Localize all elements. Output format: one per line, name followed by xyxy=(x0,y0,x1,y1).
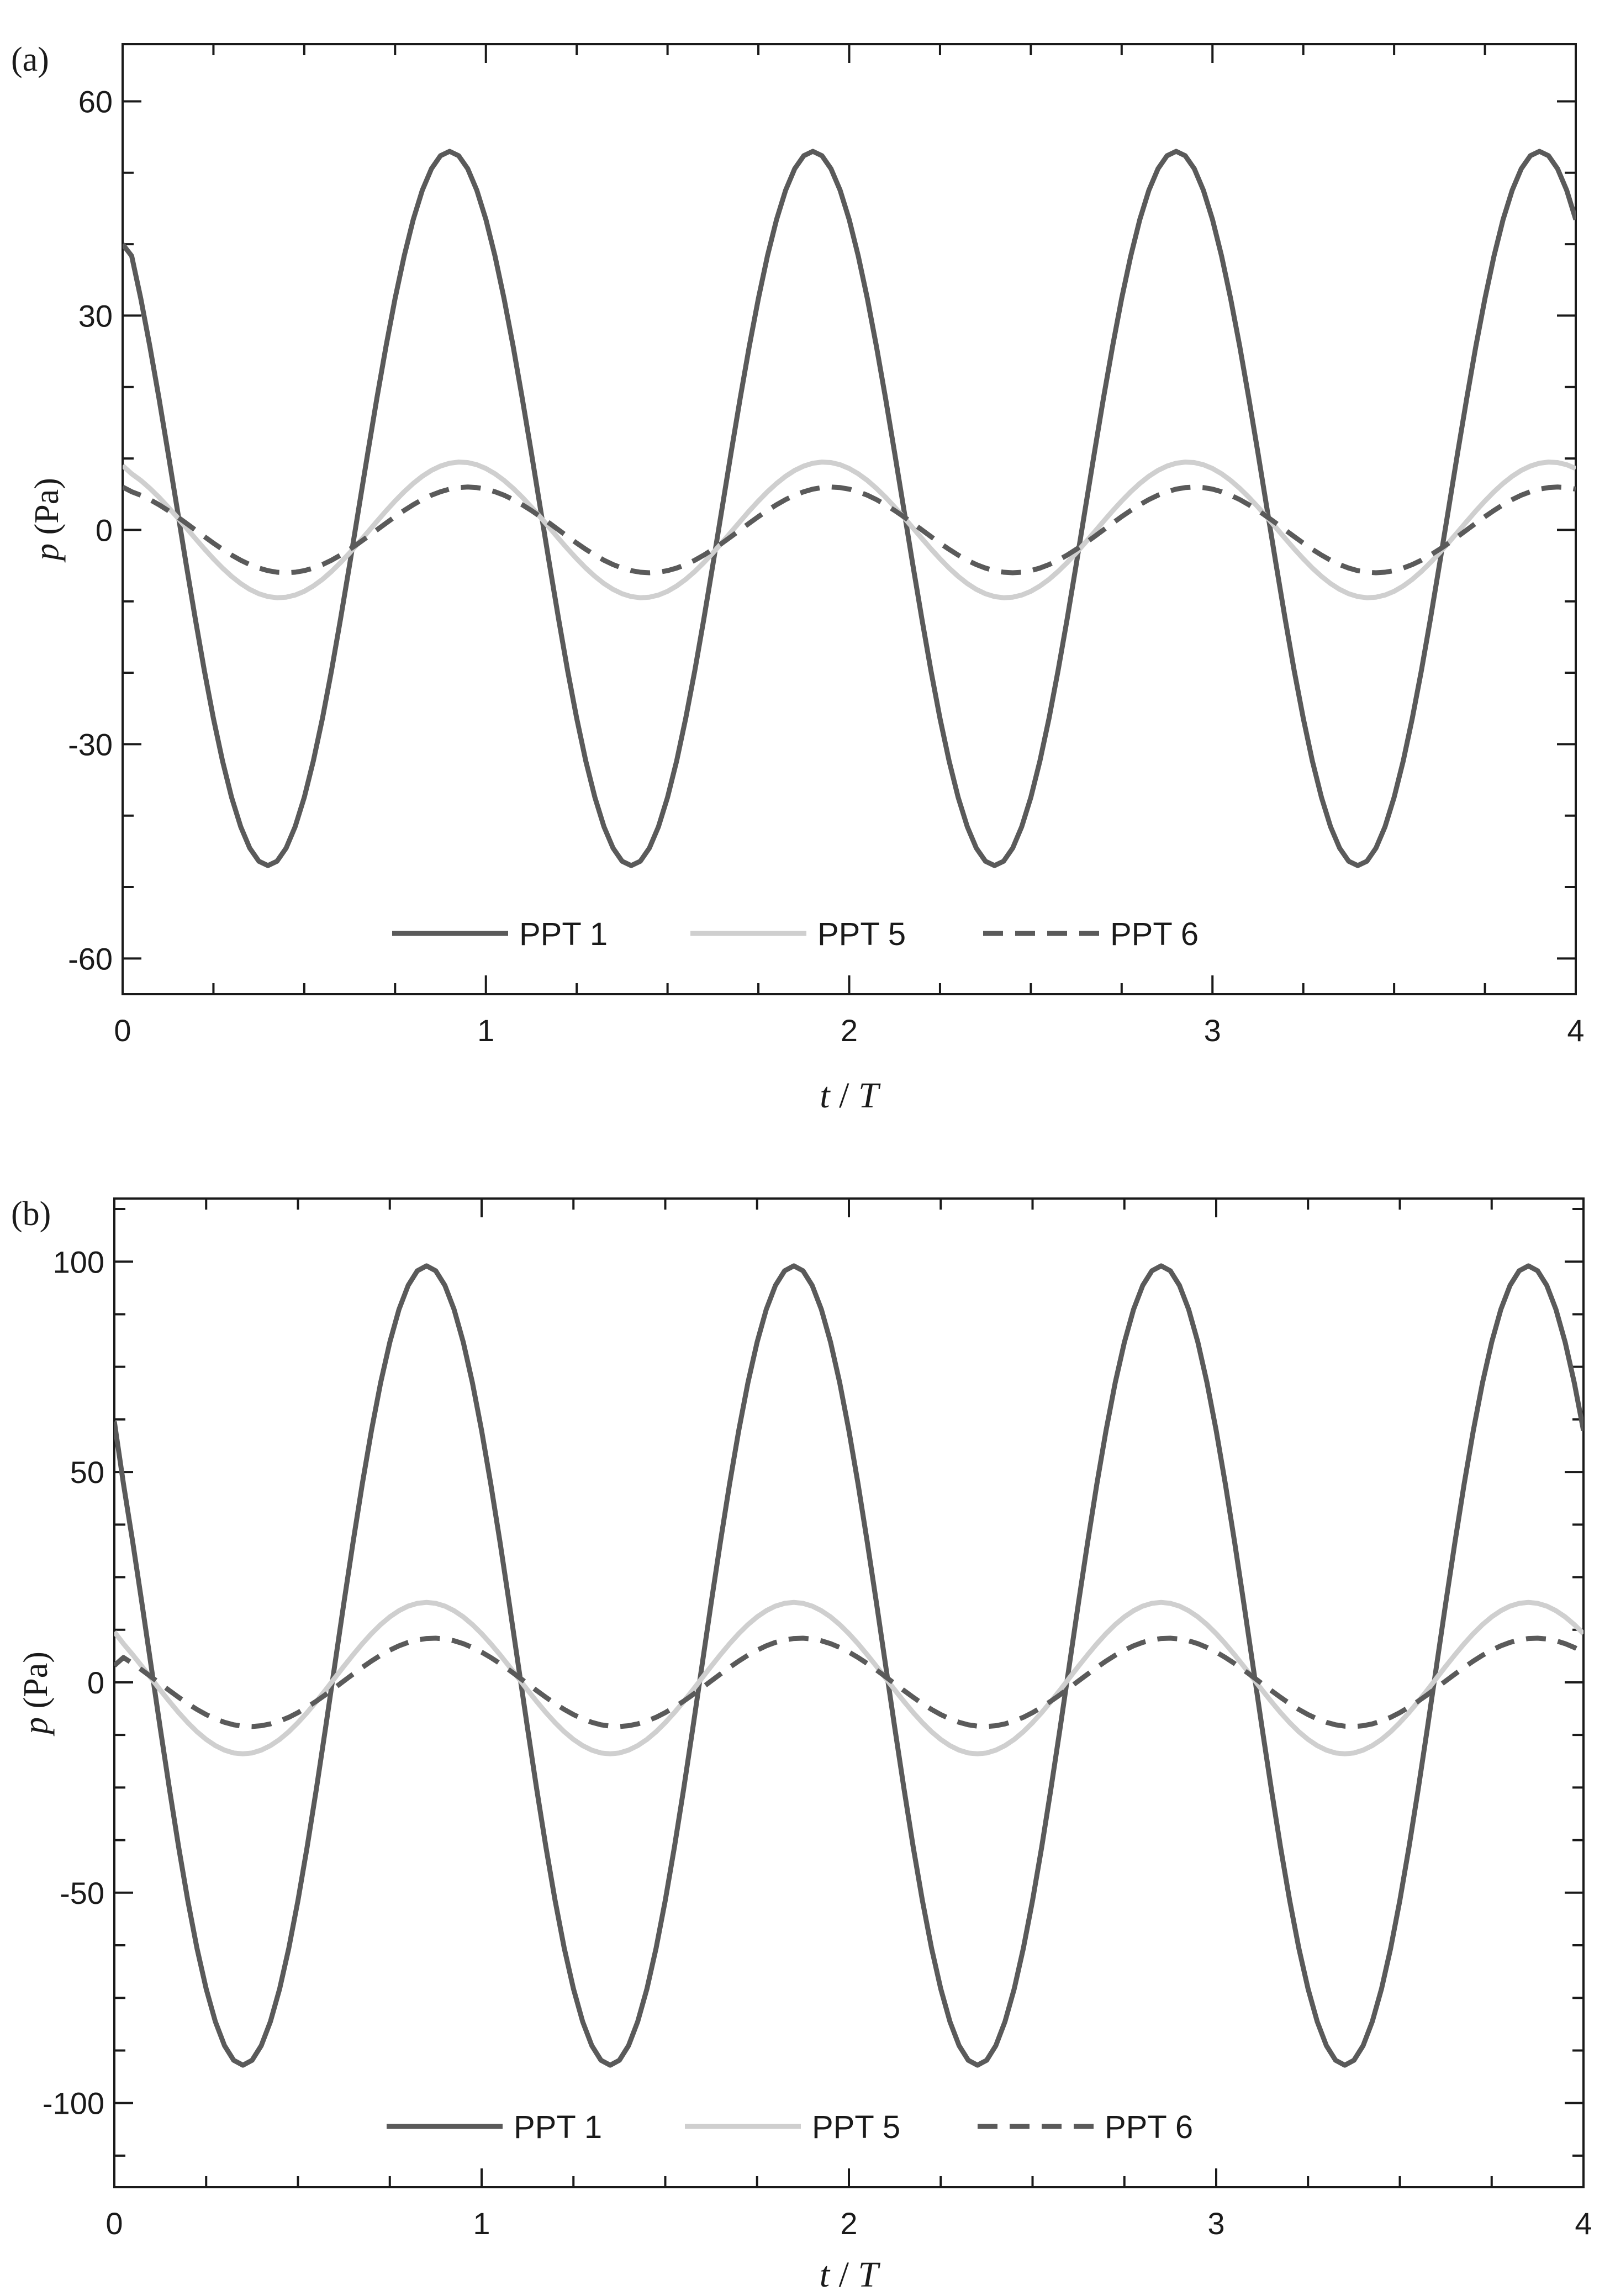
panel-label: (b) xyxy=(11,1195,51,1233)
y-tick-label: -60 xyxy=(68,941,113,976)
x-axis-label: t / T xyxy=(820,1075,881,1116)
panel-label: (a) xyxy=(11,41,49,78)
x-axis-label-sep: / xyxy=(830,2255,858,2295)
x-tick-label: 0 xyxy=(114,1013,131,1048)
y-tick-label: 0 xyxy=(96,513,113,547)
y-axis-label: p (Pa) xyxy=(28,478,66,563)
y-tick-label: 100 xyxy=(53,1244,104,1279)
y-axis-label-unit: (Pa) xyxy=(28,478,66,543)
x-tick-label: 1 xyxy=(477,1013,494,1048)
x-tick-label: 3 xyxy=(1207,2206,1224,2241)
y-tick-label: 60 xyxy=(78,84,113,119)
y-tick-label: -100 xyxy=(43,2086,104,2121)
y-tick-label: 0 xyxy=(87,1665,104,1700)
x-tick-label: 4 xyxy=(1567,1013,1584,1048)
x-tick-label: 2 xyxy=(840,2206,857,2241)
legend-label: PPT 6 xyxy=(1105,2109,1193,2145)
y-tick-label: 50 xyxy=(70,1455,104,1490)
series-line-ppt-5 xyxy=(114,1600,1583,1756)
y-tick-label: 30 xyxy=(78,298,113,333)
plot-frame xyxy=(122,43,1577,995)
series-line-ppt-5 xyxy=(123,460,1576,600)
x-tick-label: 3 xyxy=(1204,1013,1221,1048)
series-line-ppt-6 xyxy=(114,1635,1583,1729)
x-axis-label-t: t xyxy=(820,2255,831,2295)
legend-label: PPT 5 xyxy=(817,916,906,952)
x-tick-label: 0 xyxy=(105,2206,123,2241)
y-axis-label-p: p xyxy=(28,543,66,563)
x-axis-label-T: T xyxy=(858,1075,881,1116)
legend-label: PPT 1 xyxy=(519,916,608,952)
y-axis-label: p (Pa) xyxy=(17,1651,55,1736)
x-tick-label: 1 xyxy=(473,2206,490,2241)
series-line-ppt-1 xyxy=(114,1263,1583,2068)
y-tick-label: -50 xyxy=(60,1876,104,1910)
x-axis-label: t / T xyxy=(820,2255,881,2295)
y-axis-label-unit: (Pa) xyxy=(17,1651,55,1717)
y-axis-label-p: p xyxy=(17,1717,55,1736)
x-tick-label: 4 xyxy=(1575,2206,1592,2241)
legend-label: PPT 5 xyxy=(812,2109,900,2145)
series-line-ppt-1 xyxy=(123,149,1576,868)
x-axis-label-t: t xyxy=(820,1075,831,1116)
series-line-ppt-6 xyxy=(123,484,1576,576)
y-tick-label: -30 xyxy=(68,727,113,762)
x-axis-label-sep: / xyxy=(830,1075,858,1116)
legend-label: PPT 1 xyxy=(514,2109,602,2145)
x-axis-label-T: T xyxy=(858,2255,880,2295)
x-tick-label: 2 xyxy=(841,1013,858,1048)
legend-label: PPT 6 xyxy=(1110,916,1199,952)
